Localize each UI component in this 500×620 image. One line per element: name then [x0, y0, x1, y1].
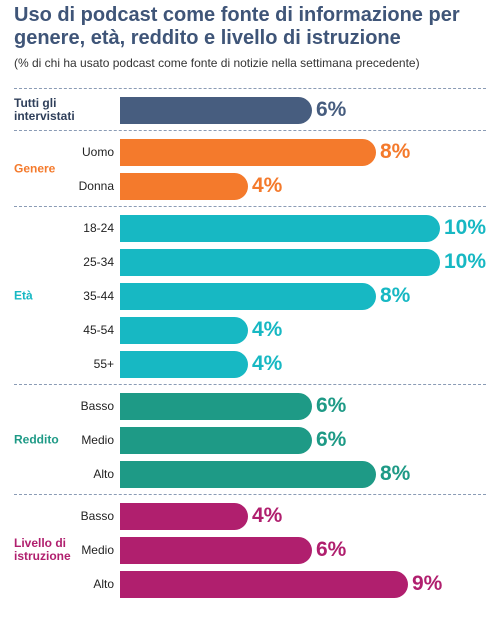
bar	[120, 502, 248, 530]
value-label: 6%	[316, 538, 347, 561]
value-label: 8%	[380, 284, 411, 307]
bar	[120, 172, 248, 200]
value-label: 10%	[444, 216, 487, 239]
category-label: Basso	[80, 399, 114, 413]
value-label: 8%	[380, 462, 411, 485]
value-label: 10%	[444, 250, 487, 273]
bar	[120, 282, 376, 310]
value-label: 4%	[252, 504, 283, 527]
group-separator	[14, 88, 486, 89]
category-label: Alto	[93, 467, 114, 481]
chart-title: Uso di podcast come fonte di informazion…	[14, 4, 460, 49]
category-label: 18-24	[83, 221, 114, 235]
category-label: 55+	[93, 357, 114, 371]
value-label: 4%	[252, 318, 283, 341]
group-separator	[14, 206, 486, 207]
bar	[120, 426, 312, 454]
category-label: Medio	[81, 433, 114, 447]
category-label: 35-44	[83, 289, 114, 303]
category-label: 45-54	[83, 323, 114, 337]
group-separator	[14, 384, 486, 385]
value-label: 4%	[252, 352, 283, 375]
bar	[120, 570, 408, 598]
category-label: 25-34	[83, 255, 114, 269]
bar	[120, 138, 376, 166]
value-label: 8%	[380, 140, 411, 163]
group-label: Reddito	[14, 432, 59, 447]
value-label: 4%	[252, 174, 283, 197]
bar	[120, 96, 312, 124]
chart-subtitle: (% di chi ha usato podcast come fonte di…	[14, 56, 420, 70]
group-label: Tutti gli intervistati	[14, 96, 75, 123]
group-separator	[14, 130, 486, 131]
bar	[120, 350, 248, 378]
bar	[120, 316, 248, 344]
value-label: 6%	[316, 394, 347, 417]
group-separator	[14, 494, 486, 495]
category-label: Medio	[81, 543, 114, 557]
category-label: Donna	[78, 179, 114, 193]
group-label: Età	[14, 288, 33, 303]
bar	[120, 214, 440, 242]
bar	[120, 460, 376, 488]
bar	[120, 392, 312, 420]
value-label: 6%	[316, 428, 347, 451]
group-label: Genere	[14, 161, 56, 176]
bar	[120, 536, 312, 564]
value-label: 6%	[316, 98, 347, 121]
category-label: Alto	[93, 577, 114, 591]
group-label: Livello di istruzione	[14, 536, 71, 563]
value-label: 9%	[412, 572, 443, 595]
category-label: Basso	[80, 509, 114, 523]
bar	[120, 248, 440, 276]
category-label: Uomo	[81, 145, 114, 159]
